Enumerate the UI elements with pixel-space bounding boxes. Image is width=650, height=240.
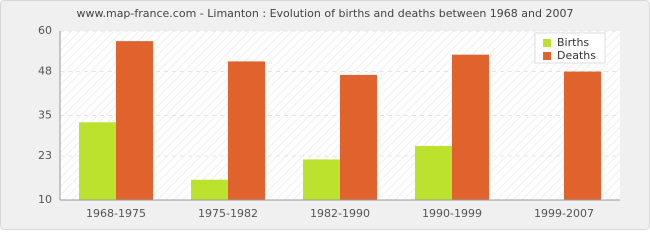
y-tick-label: 10 xyxy=(38,193,52,206)
x-tick-label: 1968-1975 xyxy=(86,207,146,220)
x-tick-label: 1990-1999 xyxy=(422,207,482,220)
legend-label: Births xyxy=(557,36,589,49)
bar xyxy=(191,179,228,200)
bar xyxy=(228,61,265,200)
bar xyxy=(79,122,116,200)
bar xyxy=(116,41,153,200)
chart: www.map-france.com - Limanton : Evolutio… xyxy=(0,0,650,230)
bar xyxy=(564,71,601,200)
x-tick-label: 1999-2007 xyxy=(534,207,594,220)
y-tick-label: 35 xyxy=(38,109,52,122)
bar xyxy=(303,159,340,200)
bar xyxy=(415,145,452,200)
x-tick-label: 1982-1990 xyxy=(310,207,370,220)
y-tick-label: 48 xyxy=(38,65,52,78)
legend-label: Deaths xyxy=(557,49,596,62)
y-tick-label: 23 xyxy=(38,149,52,162)
bar xyxy=(340,74,377,200)
legend-swatch xyxy=(543,52,551,60)
chart-title: www.map-france.com - Limanton : Evolutio… xyxy=(77,7,574,20)
y-tick-label: 60 xyxy=(38,24,52,37)
bar xyxy=(452,54,489,200)
x-tick-label: 1975-1982 xyxy=(198,207,258,220)
legend-swatch xyxy=(543,39,551,47)
